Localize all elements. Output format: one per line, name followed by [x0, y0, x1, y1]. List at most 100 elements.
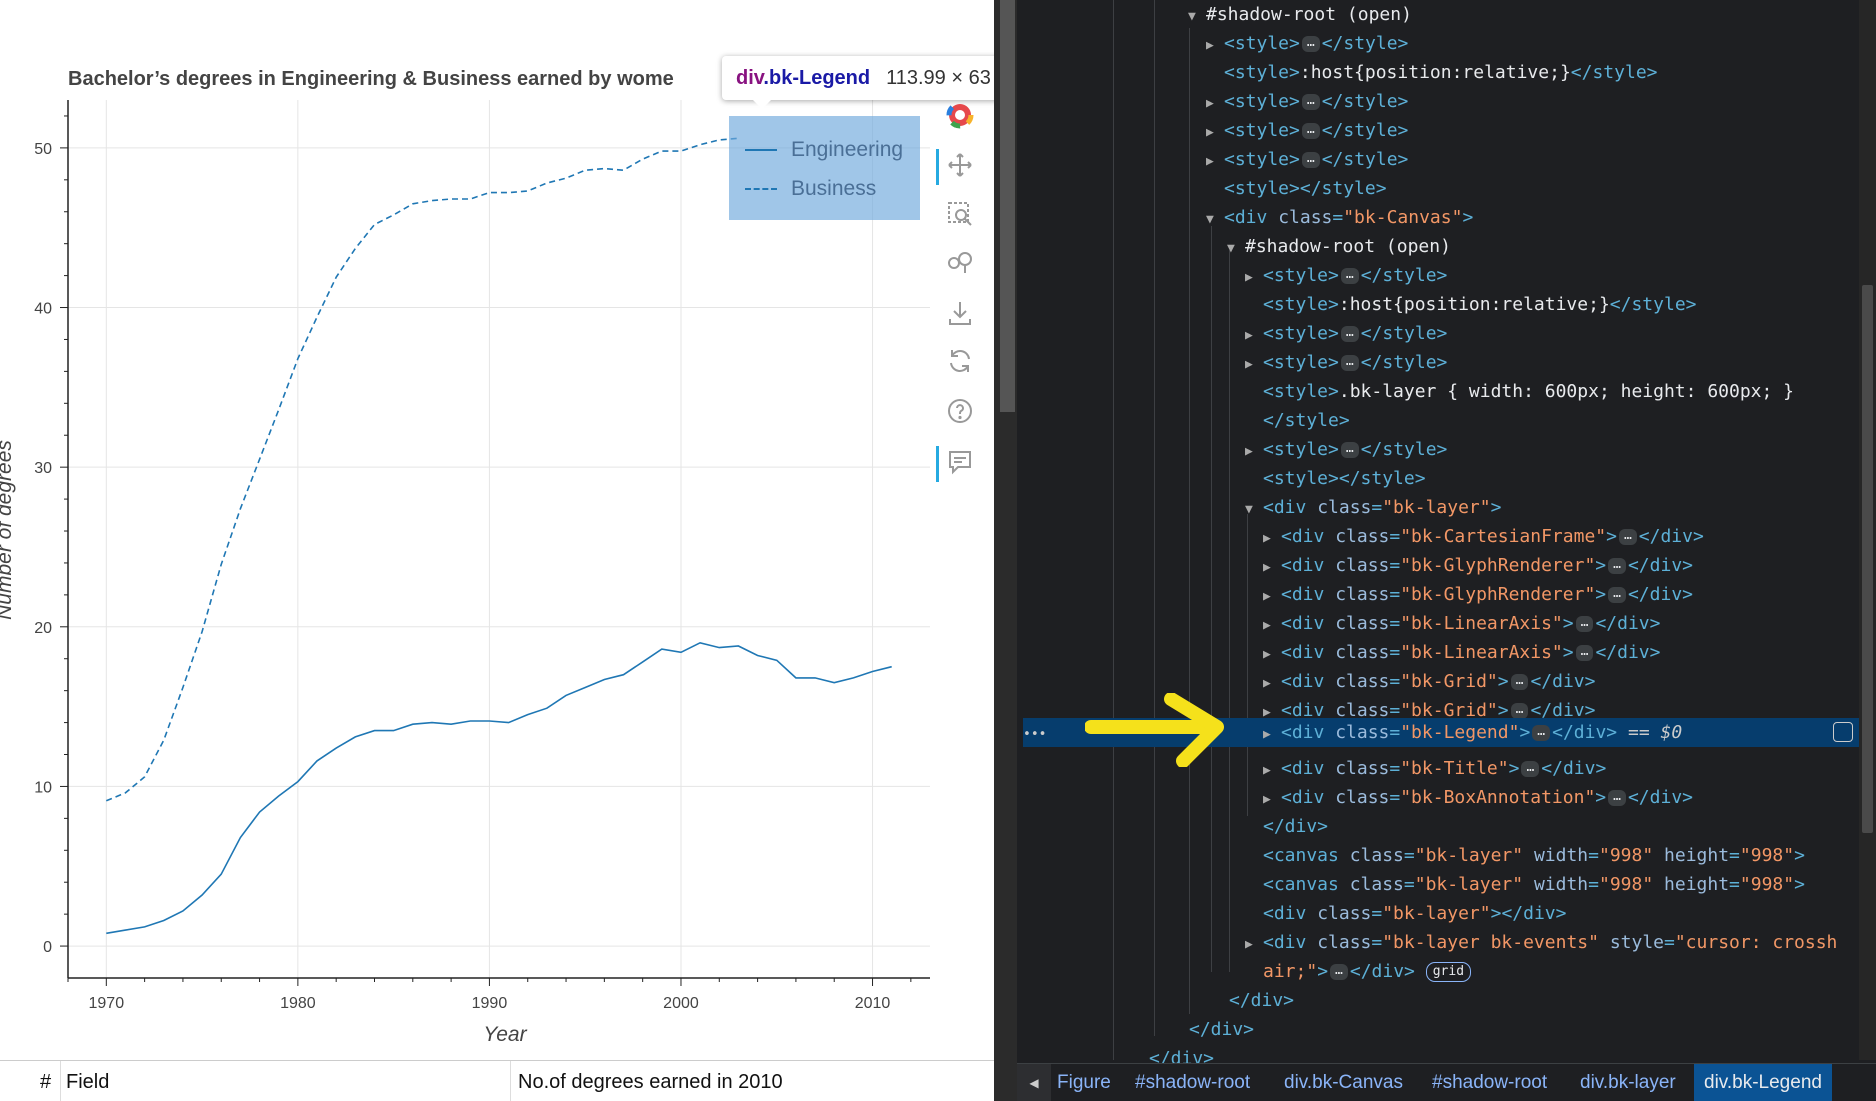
reset-icon[interactable] — [940, 341, 980, 381]
save-icon[interactable] — [940, 293, 980, 333]
tick-labels: 1970 1980 1990 2000 2010 0 10 20 30 40 50 — [34, 141, 890, 1012]
ai-assist-icon[interactable] — [1833, 722, 1853, 742]
dom-node-canvas[interactable]: <canvas class="bk-layer" width="998" hei… — [1263, 874, 1805, 895]
dom-node-style[interactable]: ▶ <style>… </style> — [1245, 265, 1448, 286]
help-icon[interactable] — [940, 391, 980, 431]
data-table-header: # Field No.of degrees earned in 2010 — [0, 1060, 994, 1101]
page-scrollbar-thumb[interactable] — [1000, 0, 1015, 412]
legend-item-business[interactable]: Business — [745, 174, 876, 204]
dom-node-bk-cartesianframe[interactable]: ▶ <div class="bk-CartesianFrame">… </div> — [1263, 526, 1704, 547]
dashed-line-swatch — [745, 188, 777, 190]
dom-node-bk-boxannotation[interactable]: ▶ <div class="bk-BoxAnnotation">… </div> — [1263, 787, 1693, 808]
hover-icon[interactable] — [936, 442, 980, 482]
dom-breadcrumb-bar: ◀ Figure #shadow-root div.bk-Canvas #sha… — [1017, 1063, 1876, 1101]
row-gutter-menu[interactable]: ••• — [1023, 727, 1047, 742]
dom-node-bk-title[interactable]: ▶ <div class="bk-Title">… </div> — [1263, 758, 1607, 779]
y-tick-label: 20 — [34, 620, 52, 637]
line-chart: 1970 1980 1990 2000 2010 0 10 20 30 40 50 Bachelor… — [0, 68, 930, 1046]
breadcrumb-figure[interactable]: Figure — [1057, 1072, 1111, 1093]
dom-node-style-close[interactable]: </style> — [1263, 410, 1350, 431]
x-tick-label: 2010 — [855, 995, 891, 1012]
column-degrees: No.of degrees earned in 2010 — [518, 1071, 783, 1093]
dom-node-div-bk-layer[interactable]: <div class="bk-layer"></div> — [1263, 903, 1567, 924]
breadcrumb-scroll-left-icon[interactable]: ◀ — [1017, 1064, 1051, 1101]
y-tick-label: 40 — [34, 301, 52, 318]
dom-node-style[interactable]: ▶ <style>… </style> — [1245, 352, 1448, 373]
breadcrumb-shadow-root[interactable]: #shadow-root — [1135, 1072, 1251, 1093]
y-tick-label: 10 — [34, 779, 52, 796]
dom-node-canvas[interactable]: <canvas class="bk-layer" width="998" hei… — [1263, 845, 1805, 866]
tooltip-arrow — [752, 99, 772, 109]
dom-node-style[interactable]: <style>:host{position:relative;}</style> — [1263, 294, 1697, 315]
axes — [60, 100, 930, 986]
column-divider — [510, 1061, 511, 1101]
indent-guide — [1113, 0, 1114, 1060]
dom-node-style[interactable]: ▶ <style>… </style> — [1206, 91, 1409, 112]
dom-node-bk-linearaxis[interactable]: ▶ <div class="bk-LinearAxis">… </div> — [1263, 613, 1661, 634]
x-tick-label: 1990 — [472, 995, 508, 1012]
breadcrumb-bk-layer[interactable]: div.bk-layer — [1580, 1072, 1676, 1093]
dom-node-style[interactable]: <style>:host{position:relative;}</style> — [1224, 62, 1658, 83]
dom-node-style[interactable]: ▶ <style>… </style> — [1206, 120, 1409, 141]
dom-node-style[interactable]: ▶ <style>… </style> — [1206, 149, 1409, 170]
dom-node-style[interactable]: <style></style> — [1224, 178, 1387, 199]
y-axis-label: Number of degrees — [0, 440, 16, 620]
indent-guide — [1154, 0, 1155, 1036]
dom-node-bk-legend-selected[interactable]: ••• ▶ <div class="bk-Legend">… </div> == $0 — [1023, 718, 1859, 747]
dom-node-bk-grid[interactable]: ▶ <div class="bk-Grid">… </div> — [1263, 671, 1596, 692]
element-inspect-tooltip: div.bk-Legend 113.99 × 63 — [722, 56, 994, 100]
dom-node-style[interactable]: ▶ <style>… </style> — [1245, 323, 1448, 344]
solid-line-swatch — [745, 149, 777, 151]
dom-node-bk-glyphrenderer[interactable]: ▶ <div class="bk-GlyphRenderer">… </div> — [1263, 584, 1693, 605]
x-tick-label: 1970 — [89, 995, 125, 1012]
dom-node-bk-linearaxis[interactable]: ▶ <div class="bk-LinearAxis">… </div> — [1263, 642, 1661, 663]
grid-badge[interactable]: grid — [1425, 962, 1472, 982]
legend-label-business: Business — [791, 177, 877, 200]
x-tick-label: 1980 — [280, 995, 316, 1012]
tooltip-size: 113.99 × 63 — [886, 66, 991, 89]
indent-guide — [1211, 226, 1212, 972]
dom-node-bk-canvas[interactable]: ▼ <div class="bk-Canvas"> — [1206, 207, 1474, 228]
tooltip-tag: div — [736, 66, 764, 89]
dom-node-bk-events-cont[interactable]: air;">… </div> grid — [1263, 957, 1472, 986]
y-tick-label: 50 — [34, 141, 52, 158]
dom-node-style[interactable]: ▶ <style>… </style> — [1245, 439, 1448, 460]
x-axis-label: Year — [483, 1023, 527, 1046]
dom-node-style[interactable]: <style></style> — [1263, 468, 1426, 489]
legend-label-engineering: Engineering — [791, 138, 904, 161]
dom-node-bk-grid[interactable]: ▶ <div class="bk-Grid">… </div> — [1263, 700, 1596, 721]
wheel-zoom-icon[interactable] — [940, 243, 980, 283]
series-lines — [105, 137, 892, 935]
breadcrumb-bk-canvas[interactable]: div.bk-Canvas — [1284, 1072, 1403, 1093]
devtools-elements-panel: ▼ #shadow-root (open) ▶ <style>… </style> <… — [1017, 0, 1876, 1101]
breadcrumb-bk-legend[interactable]: div.bk-Legend — [1694, 1064, 1832, 1101]
x-tick-label: 2000 — [663, 995, 699, 1012]
dom-node-div-close[interactable]: </div> — [1263, 816, 1329, 837]
breadcrumb-shadow-root[interactable]: #shadow-root — [1432, 1072, 1548, 1093]
legend-item-engineering[interactable]: Engineering — [745, 135, 903, 165]
pan-icon[interactable] — [936, 145, 980, 185]
dom-node-bk-events[interactable]: ▶ <div class="bk-layer bk-events" style="… — [1245, 932, 1838, 953]
dom-node-style[interactable]: ▶ <style>… </style> — [1206, 33, 1409, 54]
dom-node-bk-layer[interactable]: ▼ <div class="bk-layer"> — [1245, 497, 1502, 518]
dom-node-shadow-root[interactable]: ▼ #shadow-root (open) — [1227, 236, 1451, 257]
dom-node-div-close[interactable]: </div> — [1189, 1019, 1255, 1040]
dom-node-shadow-root[interactable]: ▼ #shadow-root (open) — [1188, 4, 1412, 25]
dom-node-bk-glyphrenderer[interactable]: ▶ <div class="bk-GlyphRenderer">… </div> — [1263, 555, 1693, 576]
series-line-business — [105, 137, 739, 802]
dom-node-style[interactable]: <style>.bk-layer { width: 600px; height:… — [1263, 381, 1795, 402]
y-tick-label: 30 — [34, 460, 52, 477]
indent-guide — [1247, 514, 1248, 816]
chart-title: Bachelor’s degrees in Engineering & Busi… — [68, 68, 674, 90]
chart-legend[interactable]: Engineering Business — [729, 116, 920, 220]
column-divider — [60, 1061, 61, 1101]
bokeh-logo-icon[interactable] — [940, 95, 980, 135]
column-hash: # — [40, 1071, 52, 1093]
dom-node-div-close[interactable]: </div> — [1229, 990, 1295, 1011]
devtools-scrollbar-thumb[interactable] — [1862, 285, 1873, 833]
indent-guide — [1189, 28, 1190, 1014]
dom-tree: ▼ #shadow-root (open) ▶ <style>… </style> <… — [1017, 0, 1859, 1069]
box-zoom-icon[interactable] — [940, 194, 980, 234]
indent-guide — [1229, 250, 1230, 972]
series-line-engineering — [106, 641, 892, 935]
